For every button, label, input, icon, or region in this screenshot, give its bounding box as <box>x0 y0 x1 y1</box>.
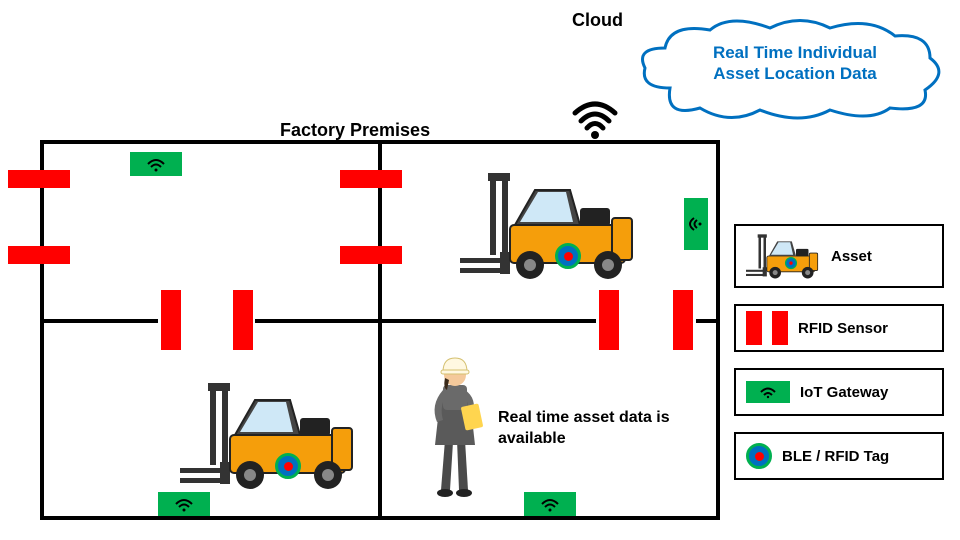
iot-gateway <box>158 492 210 516</box>
rfid-sensor <box>673 290 693 350</box>
legend-rfid-label: RFID Sensor <box>798 320 888 337</box>
forklift-icon <box>746 231 821 281</box>
forklift-asset <box>180 380 360 490</box>
rfid-sensor <box>340 246 402 264</box>
worker-text: Real time asset data is available <box>498 408 698 450</box>
rfid-sensor <box>599 290 619 350</box>
legend-asset: Asset <box>734 224 944 288</box>
cloud-text-line1: Real Time Individual <box>713 43 877 62</box>
tag-icon <box>746 443 772 469</box>
forklift-asset <box>460 170 640 280</box>
legend-tag-label: BLE / RFID Tag <box>782 448 889 465</box>
rfid-sensor <box>8 246 70 264</box>
ble-rfid-tag <box>275 453 301 479</box>
wall-right <box>716 140 720 520</box>
rfid-sensor <box>340 170 402 188</box>
rfid-icon <box>746 311 762 345</box>
legend-asset-label: Asset <box>831 248 872 265</box>
rfid-icon <box>772 311 788 345</box>
legend-rfid: RFID Sensor <box>734 304 944 352</box>
factory-title: Factory Premises <box>280 120 430 141</box>
iot-gateway <box>524 492 576 516</box>
wall-mid-h3 <box>696 319 720 323</box>
worker-text-line1: Real time asset data is <box>498 409 670 426</box>
wall-mid-h2 <box>255 319 596 323</box>
legend-tag: BLE / RFID Tag <box>734 432 944 480</box>
wifi-icon <box>570 95 620 140</box>
legend-gateway: IoT Gateway <box>734 368 944 416</box>
iot-gateway <box>684 198 708 250</box>
gateway-icon <box>746 381 790 403</box>
ble-rfid-tag <box>555 243 581 269</box>
wall-mid-h1 <box>40 319 158 323</box>
wall-left <box>40 140 44 520</box>
cloud-text-line2: Asset Location Data <box>713 64 876 83</box>
legend-gateway-label: IoT Gateway <box>800 384 888 401</box>
worker-text-line2: available <box>498 430 566 447</box>
worker-icon <box>415 350 495 500</box>
rfid-sensor <box>161 290 181 350</box>
wall-mid-v <box>378 140 382 520</box>
rfid-sensor <box>233 290 253 350</box>
cloud-text: Real Time Individual Asset Location Data <box>680 42 910 85</box>
iot-gateway <box>130 152 182 176</box>
cloud-title: Cloud <box>572 10 623 31</box>
rfid-sensor <box>8 170 70 188</box>
